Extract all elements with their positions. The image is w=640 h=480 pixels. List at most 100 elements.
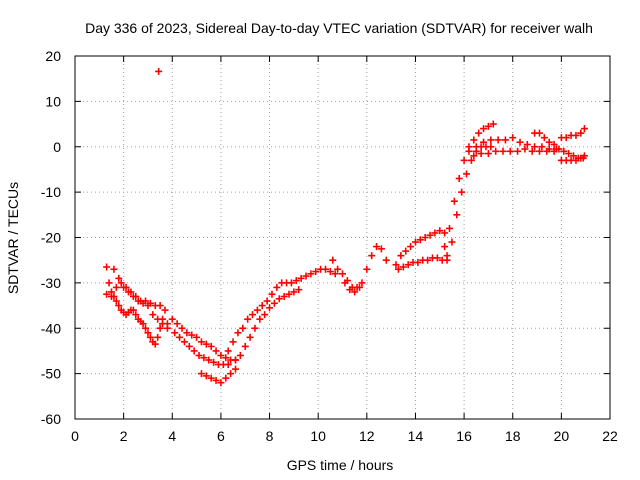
data-point — [112, 283, 120, 291]
y-tick-label: -10 — [41, 184, 61, 200]
data-point — [487, 136, 495, 144]
data-point — [207, 342, 215, 350]
data-point — [455, 175, 463, 183]
data-point — [341, 279, 349, 287]
data-point — [273, 283, 281, 291]
data-point — [270, 299, 278, 307]
data-point — [433, 254, 441, 262]
data-point — [115, 302, 123, 310]
x-tick-label: 8 — [266, 428, 274, 444]
data-point — [477, 150, 485, 158]
data-point — [161, 306, 169, 314]
data-point — [154, 333, 162, 341]
data-point — [465, 147, 473, 155]
data-point — [244, 315, 252, 323]
data-point — [197, 370, 205, 378]
data-point — [334, 265, 342, 273]
data-point — [414, 258, 422, 266]
data-point — [577, 129, 585, 137]
data-point — [416, 236, 424, 244]
data-point — [550, 147, 558, 155]
data-point — [441, 229, 449, 237]
data-point — [501, 136, 509, 144]
data-point — [397, 252, 405, 260]
data-point — [197, 338, 205, 346]
data-point — [458, 188, 466, 196]
data-point — [200, 354, 208, 362]
data-point — [180, 338, 188, 346]
data-point — [358, 279, 366, 287]
data-point — [202, 340, 210, 348]
data-point — [159, 320, 167, 328]
x-tick-labels: 0 2 4 6 8 10 12 14 16 18 20 22 — [71, 428, 618, 444]
data-point — [351, 288, 359, 296]
data-point — [292, 277, 300, 285]
x-tick-label: 12 — [359, 428, 375, 444]
data-point — [176, 333, 184, 341]
data-point — [339, 270, 346, 278]
data-point — [499, 147, 507, 155]
chart-title: Day 336 of 2023, Sidereal Day-to-day VTE… — [85, 20, 593, 36]
data-point — [246, 333, 254, 341]
data-point — [535, 129, 543, 137]
data-point — [572, 156, 580, 164]
data-point — [521, 145, 529, 153]
data-point — [446, 224, 453, 232]
data-point — [232, 365, 239, 373]
data-point — [321, 265, 329, 273]
data-point — [535, 147, 543, 155]
data-point — [263, 297, 271, 305]
data-point — [227, 370, 235, 378]
data-point — [151, 340, 159, 348]
data-point — [163, 324, 171, 332]
data-point — [183, 329, 191, 337]
data-point — [125, 288, 132, 296]
data-point — [287, 279, 295, 287]
data-point — [224, 361, 232, 369]
data-point — [528, 147, 536, 155]
data-point — [326, 268, 334, 276]
data-point — [295, 286, 303, 294]
data-point — [171, 329, 179, 337]
data-point — [467, 156, 475, 164]
data-point — [202, 372, 210, 380]
x-tick-label: 14 — [408, 428, 424, 444]
data-points — [103, 67, 588, 387]
data-point — [399, 263, 407, 271]
data-point — [331, 270, 339, 278]
data-point — [580, 152, 588, 160]
data-point — [129, 292, 137, 300]
data-point — [222, 374, 230, 382]
data-point — [570, 152, 578, 160]
data-point — [436, 227, 444, 235]
data-point — [377, 245, 385, 253]
x-tick-label: 2 — [120, 428, 128, 444]
data-point — [404, 261, 412, 269]
data-point — [229, 338, 237, 346]
data-point — [253, 306, 261, 314]
data-point — [392, 261, 400, 269]
data-point — [144, 329, 152, 337]
data-point — [470, 152, 478, 160]
data-point — [234, 329, 242, 337]
data-point — [268, 290, 276, 298]
data-point — [562, 134, 570, 142]
data-point — [193, 333, 201, 341]
data-point — [540, 134, 548, 142]
x-tick-label: 20 — [554, 428, 570, 444]
data-point — [394, 265, 402, 273]
data-point — [103, 290, 111, 298]
data-point — [441, 243, 449, 251]
data-point — [356, 283, 364, 291]
data-point — [103, 263, 111, 271]
data-point — [494, 136, 502, 144]
x-tick-label: 22 — [602, 428, 618, 444]
data-point — [421, 234, 429, 241]
x-tick-label: 6 — [217, 428, 225, 444]
data-point — [363, 265, 371, 273]
data-point — [275, 295, 283, 303]
data-point — [107, 292, 115, 300]
data-point — [480, 138, 488, 146]
data-point — [492, 147, 500, 155]
data-point — [475, 129, 483, 137]
